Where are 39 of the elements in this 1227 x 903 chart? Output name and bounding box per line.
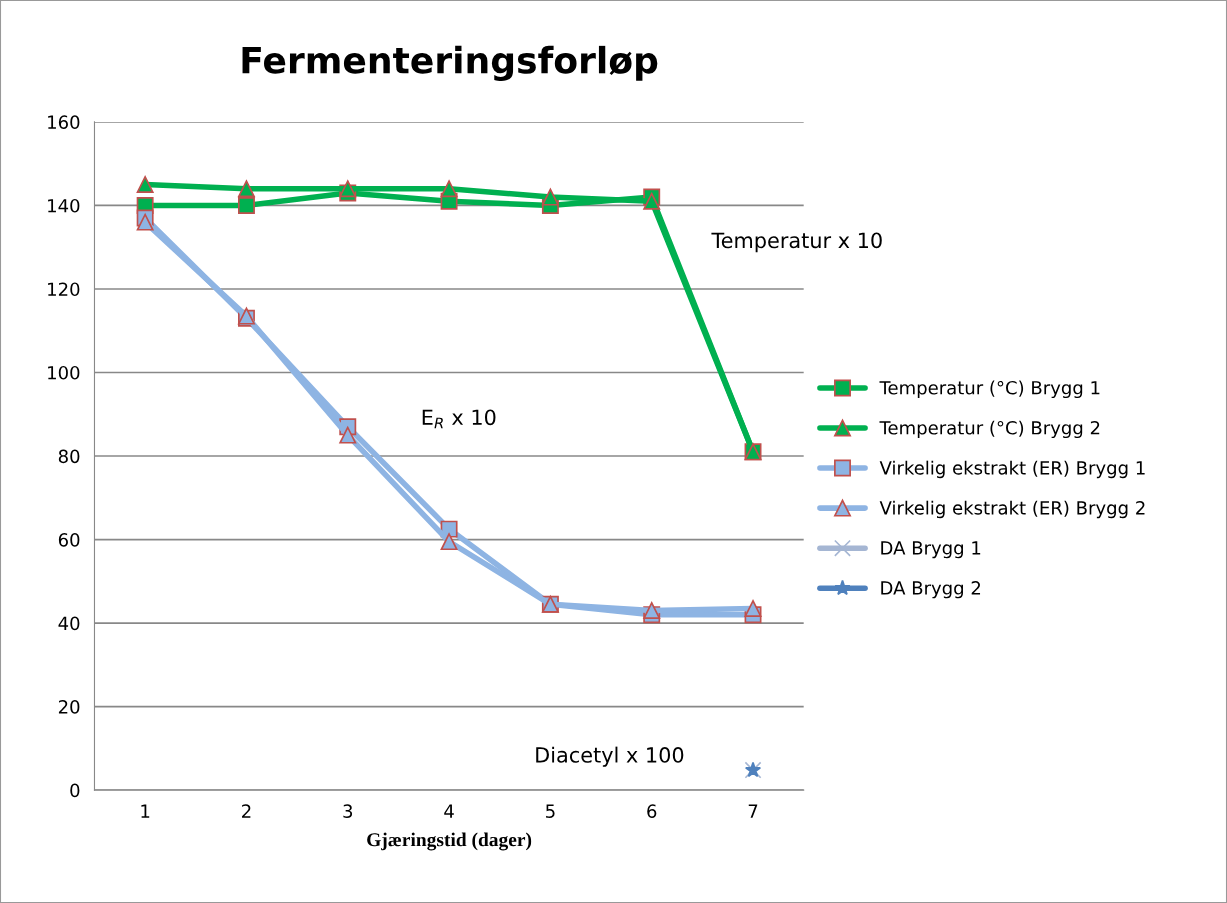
x-tick-label: 3: [343, 804, 353, 818]
x-tick-label: 1: [141, 804, 150, 818]
legend-label: Virkelig ekstrakt (ER) Brygg 1: [879, 460, 1145, 479]
y-tick-label: 120: [48, 282, 80, 297]
point: [237, 180, 255, 198]
point: [237, 196, 255, 214]
y-tick-label: 100: [48, 365, 80, 380]
point: [643, 602, 661, 620]
y-tick-label: 140: [48, 198, 80, 213]
x-tick-label: 2: [242, 804, 251, 818]
annotation: Temperatur x 10: [711, 232, 882, 253]
x-axis-title: Gjæringstid (dager): [367, 832, 532, 851]
y-tick-label: 60: [58, 533, 80, 547]
point: [541, 188, 559, 206]
y-tick-label: 160: [48, 115, 80, 130]
annotation: E$_{R}$ x 10: [422, 409, 496, 429]
chart-title: Fermenteringsforløp: [242, 45, 658, 82]
legend-label: DA Brygg 2: [881, 581, 981, 599]
legend-label: Temperatur (°C) Brygg 2: [879, 420, 1100, 439]
y-tick-label: 40: [58, 616, 80, 631]
point: [339, 180, 357, 198]
annotation: Diacetyl x 100: [536, 746, 684, 767]
legend-label: Virkelig ekstrakt (ER) Brygg 2: [879, 500, 1145, 519]
point: [136, 213, 154, 231]
y-tick-label: 0: [70, 783, 80, 798]
y-tick-label: 80: [58, 449, 80, 464]
x-tick-label: 5: [546, 804, 555, 818]
point: [440, 180, 458, 198]
point: [643, 192, 661, 210]
legend-label: Temperatur (°C) Brygg 1: [879, 380, 1100, 399]
x-tick-label: 6: [647, 804, 657, 818]
point: [339, 426, 357, 444]
point: [440, 533, 458, 551]
legend-label: DA Brygg 1: [881, 541, 981, 559]
point: [744, 599, 762, 617]
x-tick-label: 7: [748, 804, 758, 818]
point: [136, 176, 154, 194]
x-tick-label: 4: [444, 804, 454, 818]
y-tick-label: 20: [58, 700, 80, 714]
